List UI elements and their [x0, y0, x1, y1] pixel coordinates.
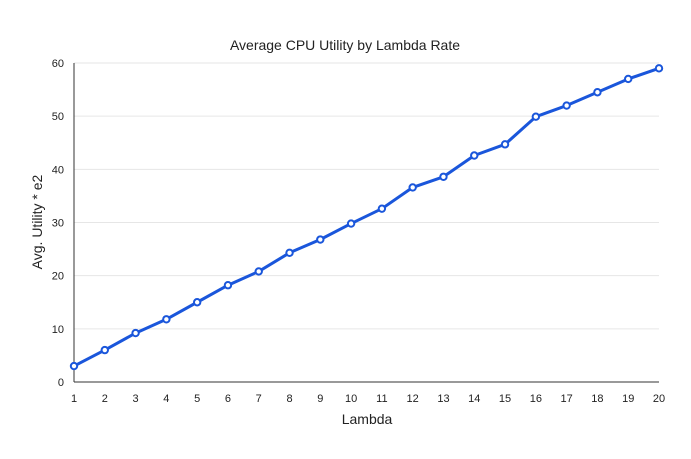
- data-point: [223, 281, 233, 290]
- data-point: [316, 235, 325, 244]
- data-point: [439, 172, 448, 181]
- x-tick-label: 13: [437, 393, 449, 405]
- data-point: [377, 204, 387, 213]
- x-tick-label: 2: [102, 393, 108, 405]
- x-tick-label: 10: [345, 393, 357, 405]
- data-point: [500, 140, 510, 149]
- grid-lines: [74, 62, 659, 330]
- data-point: [654, 64, 664, 73]
- x-tick-label: 6: [225, 393, 231, 405]
- data-point: [624, 74, 633, 84]
- y-tick-label: 10: [52, 324, 64, 336]
- y-axis-title: Avg. Utility * e2: [29, 174, 45, 269]
- x-tick-label: 20: [653, 393, 665, 405]
- data-point: [131, 328, 140, 338]
- data-point: [408, 183, 417, 192]
- data-point: [254, 267, 263, 276]
- x-tick-label: 16: [530, 393, 542, 405]
- x-axis-title: Lambda: [342, 411, 393, 427]
- data-point: [69, 361, 79, 371]
- y-tick-label: 20: [52, 271, 64, 283]
- x-tick-label: 12: [407, 393, 419, 405]
- x-tick-label: 11: [376, 393, 387, 405]
- x-tick-label: 3: [133, 393, 139, 405]
- x-tick-label: 14: [468, 393, 480, 405]
- x-tick-label: 17: [561, 393, 573, 405]
- y-tick-label: 0: [58, 377, 64, 389]
- data-point: [562, 101, 571, 110]
- y-tick-label: 40: [52, 164, 64, 176]
- data-point: [100, 345, 109, 355]
- x-tick-label: 18: [591, 393, 603, 405]
- x-tick-label: 8: [286, 393, 292, 405]
- data-point: [346, 219, 356, 228]
- x-tick-label: 5: [194, 393, 200, 405]
- x-tick-label: 7: [256, 393, 262, 405]
- data-point: [162, 315, 171, 324]
- y-tick-label: 30: [52, 218, 64, 230]
- y-tick-label: 50: [52, 111, 64, 123]
- data-point: [531, 112, 541, 121]
- data-point: [285, 248, 294, 258]
- x-tick-labels: 1 2 3 4 5 6 7 8 9 10 11 12 13 14 15 16 17 18 19 20: [71, 393, 665, 405]
- axes: [73, 63, 659, 383]
- series-line: [72, 66, 661, 368]
- x-tick-label: 1: [71, 393, 77, 405]
- x-tick-label: 9: [317, 393, 323, 405]
- y-tick-labels: 0 10 20 30 40 50 60: [52, 58, 64, 389]
- x-tick-label: 15: [499, 393, 511, 405]
- x-tick-label: 19: [622, 393, 634, 405]
- y-tick-label: 60: [52, 58, 64, 70]
- data-point: [192, 298, 202, 307]
- data-point: [470, 151, 479, 160]
- series: [69, 64, 664, 371]
- chart-title: Average CPU Utility by Lambda Rate: [230, 37, 460, 53]
- data-point: [593, 88, 602, 97]
- x-tick-label: 4: [163, 393, 169, 405]
